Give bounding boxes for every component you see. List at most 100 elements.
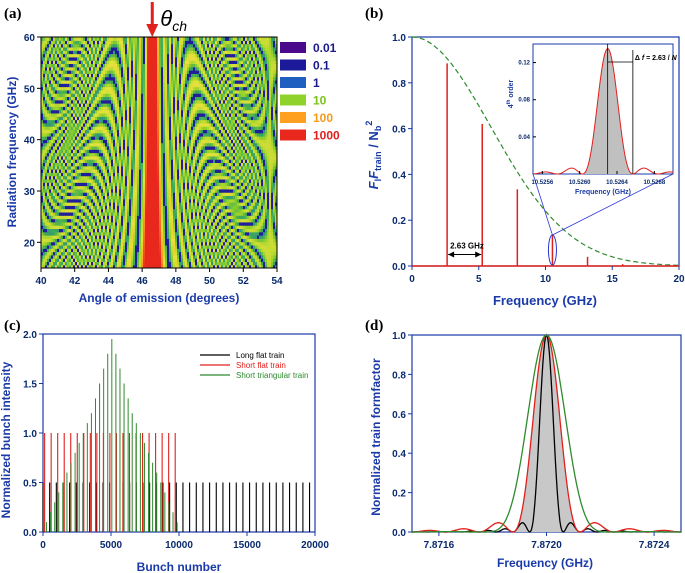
x-tick-label: 20000 xyxy=(301,540,329,551)
inset-x-tick-label: 10.5256 xyxy=(531,180,553,186)
y-axis-label: Normalized bunch intensity xyxy=(0,361,13,518)
inset-delta-label: Δ f = 2.63 / N xyxy=(635,55,678,62)
x-tick-label: 7.8724 xyxy=(639,540,670,551)
y-tick-label: 0.0 xyxy=(392,528,406,539)
x-tick-label: 5 xyxy=(476,274,482,285)
legend-label: Short flat train xyxy=(236,361,286,370)
spacing-label: 2.63 GHz xyxy=(450,242,484,251)
inset-y-tick-label: 0.04 xyxy=(518,135,530,141)
arrowhead-left xyxy=(448,251,455,258)
y-tick-label: 0.5 xyxy=(23,479,37,490)
envelope-curve xyxy=(411,36,679,266)
inset-y-tick-label: 0.08 xyxy=(518,98,530,104)
x-tick-label: 10 xyxy=(540,274,552,285)
panel-c-bunch-trains: 0 5000 10000 15000 20000 0.0 0.5 1.0 1.5 2.0 Long … xyxy=(0,330,329,573)
arrowhead-right xyxy=(475,251,482,258)
theta-ch-label: θch xyxy=(160,6,187,34)
panel-label-b: (b) xyxy=(365,6,383,22)
theta-ch-arrow xyxy=(146,2,159,37)
x-axis-label: Angle of emission (degrees) xyxy=(79,291,240,305)
y-tick-label: 0.6 xyxy=(392,125,406,136)
inset-x-tick-label: 10.5260 xyxy=(569,180,591,186)
x-tick-label: 42 xyxy=(69,276,81,287)
legend-label: 100 xyxy=(313,111,333,125)
y-axis-label: FlFtrain / Nb2 xyxy=(364,121,383,190)
y-tick-label: 1.0 xyxy=(23,429,37,440)
x-tick-label: 0 xyxy=(40,540,46,551)
panel-label-c: (c) xyxy=(4,318,21,334)
x-tick-label: 15000 xyxy=(233,540,261,551)
y-tick-label: 60 xyxy=(24,33,36,44)
y-tick-label: 2.0 xyxy=(23,330,37,341)
panel-d-formfactor: 7.8716 7.8720 7.8724 0.0 0.2 0.4 0.6 0.8 1.0 Fre… xyxy=(369,331,682,570)
formfactor-curve xyxy=(412,334,681,533)
legend-swatch xyxy=(280,129,306,141)
inset-connector xyxy=(532,173,553,236)
x-axis-label: Frequency (GHz) xyxy=(497,556,593,570)
legend-label: 1000 xyxy=(313,129,340,143)
inset-x-tick-label: 10.5264 xyxy=(606,180,628,186)
y-tick-label: 30 xyxy=(24,187,36,198)
x-axis-label: Bunch number xyxy=(137,560,222,573)
legend-swatch xyxy=(280,94,306,106)
y-tick-label: 1.5 xyxy=(23,380,37,391)
y-tick-label: 0.0 xyxy=(392,262,406,273)
legend-swatch xyxy=(280,42,306,53)
x-tick-label: 20 xyxy=(673,274,685,285)
panel-label-d: (d) xyxy=(365,318,383,334)
legend-swatch xyxy=(280,59,306,71)
y-axis: 20 30 40 50 60 xyxy=(24,33,41,249)
x-tick-label: 54 xyxy=(271,276,283,287)
main-lobe-fill xyxy=(512,335,581,532)
x-tick-label: 52 xyxy=(238,276,250,287)
inset-connector xyxy=(552,173,674,236)
x-tick-label: 7.8720 xyxy=(531,540,562,551)
inset-y-label: 4th order xyxy=(506,79,515,108)
legend-label: Short triangular train xyxy=(236,371,308,380)
y-tick-label: 0.8 xyxy=(392,370,406,381)
x-tick-label: 46 xyxy=(137,276,149,287)
legend-label: Long flat train xyxy=(236,351,284,360)
x-tick-label: 7.8716 xyxy=(424,540,455,551)
x-axis-label: Frequency (GHz) xyxy=(493,293,597,308)
theta-subscript: ch xyxy=(172,18,187,34)
y-tick-label: 1.0 xyxy=(392,33,406,44)
x-tick-label: 10000 xyxy=(165,540,193,551)
heatmap-frame xyxy=(40,36,278,269)
y-axis-label: Radiation frequency (GHz) xyxy=(5,77,19,228)
y-tick-label: 0.2 xyxy=(392,489,406,500)
inset-peak-curve xyxy=(532,48,674,175)
heatmap-image xyxy=(41,37,277,268)
x-tick-label: 0 xyxy=(409,274,415,285)
y-tick-label: 0.8 xyxy=(392,79,406,90)
inset-x-label: Frequency (GHz) xyxy=(575,189,631,196)
legend-label: 10 xyxy=(313,94,327,108)
y-tick-label: 40 xyxy=(24,136,36,147)
x-axis: 40 42 44 46 48 50 52 54 xyxy=(35,268,283,287)
theta-symbol: θ xyxy=(160,6,172,31)
panel-b-spectrum: 2.63 GHz 0 5 10 15 20 0.0 0.2 0.4 0.6 0.8 1.0 Δ f = … xyxy=(364,33,685,308)
panel-label-a: (a) xyxy=(4,6,22,22)
y-tick-label: 0.0 xyxy=(23,528,37,539)
y-tick-label: 0.6 xyxy=(392,410,406,421)
x-tick-label: 50 xyxy=(204,276,216,287)
y-tick-label: 50 xyxy=(24,84,36,95)
legend-label: 0.01 xyxy=(313,41,337,55)
x-tick-label: 44 xyxy=(103,276,115,287)
y-axis-label: Normalized train formfactor xyxy=(369,358,383,516)
panel-a-heatmap: 40 42 44 46 48 50 52 54 20 30 40 50 60 Angle of emi… xyxy=(5,2,340,305)
y-tick-label: 0.4 xyxy=(392,449,406,460)
x-tick-label: 15 xyxy=(607,274,619,285)
legend-label: 0.1 xyxy=(313,59,330,73)
legend-swatch xyxy=(280,77,306,88)
heatmap-legend: 0.01 0.1 1 10 100 1000 xyxy=(280,41,340,143)
y-tick-label: 0.4 xyxy=(392,170,406,181)
y-tick-label: 1.0 xyxy=(392,331,406,342)
x-tick-label: 48 xyxy=(170,276,182,287)
y-tick-label: 0.2 xyxy=(392,216,406,227)
x-tick-label: 5000 xyxy=(100,540,123,551)
y-tick-label: 20 xyxy=(24,238,36,249)
legend-label: 1 xyxy=(313,76,320,90)
x-tick-label: 40 xyxy=(35,276,47,287)
